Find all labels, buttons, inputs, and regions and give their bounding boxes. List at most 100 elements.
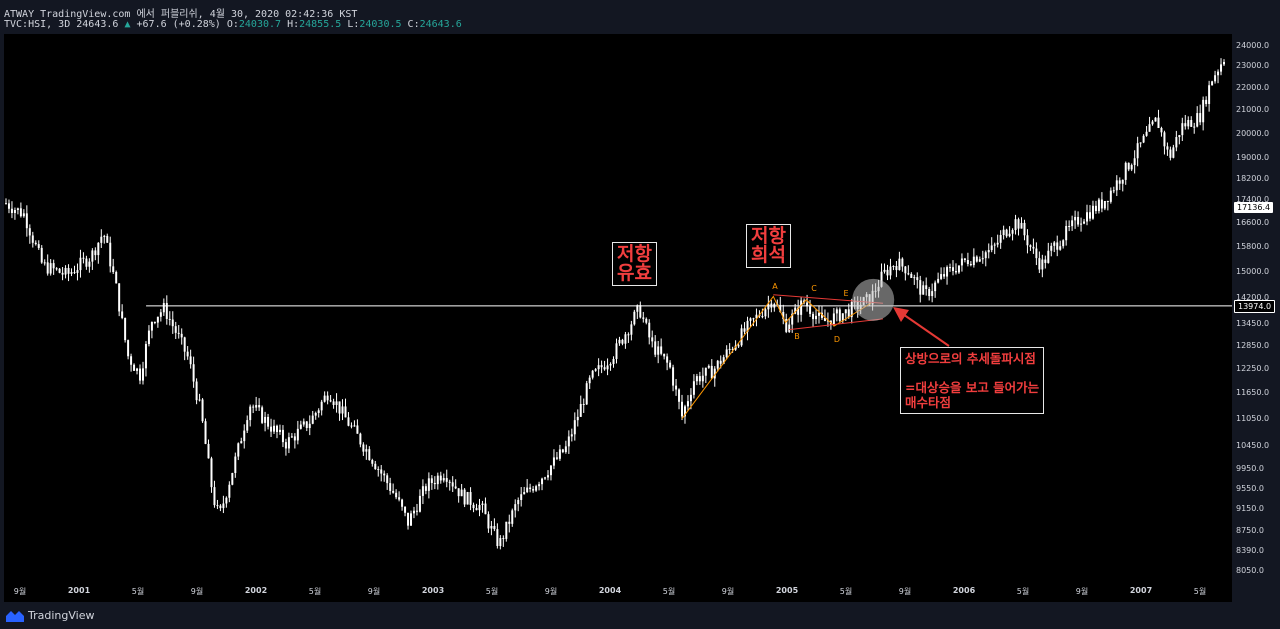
candle-body <box>22 213 25 217</box>
time-tick-label: 5월 <box>308 587 322 596</box>
candle-body <box>675 385 678 390</box>
candle-body <box>204 421 207 444</box>
candle-body <box>19 208 22 217</box>
candle-body <box>952 267 955 271</box>
candle-body <box>606 365 609 370</box>
candle-body <box>963 258 966 261</box>
annotation-line: 저항 <box>751 225 786 247</box>
candle-body <box>314 412 317 416</box>
candle-body <box>949 267 952 269</box>
candle-body <box>37 244 40 248</box>
candle-body <box>1220 64 1223 72</box>
candle-body <box>794 307 797 314</box>
candle-body <box>806 302 809 307</box>
candle-body <box>234 456 237 474</box>
candle-body <box>478 504 481 511</box>
candle-body <box>332 401 335 406</box>
annotation-resistance-valid[interactable]: 저항 유효 <box>612 242 657 286</box>
price-tick-label: 21000.0 <box>1236 105 1270 115</box>
candle-body <box>886 269 889 276</box>
annotation-breakout-note[interactable]: 상방으로의 추세돌파시점 =대상승을 보고 들어가는 매수타점 <box>900 347 1045 414</box>
candle-body <box>1130 165 1133 170</box>
candle-body <box>642 317 645 319</box>
candle-body <box>1193 126 1196 128</box>
price-tick-label: 18200.0 <box>1236 173 1270 183</box>
candle-body <box>16 208 19 211</box>
candle-body <box>761 316 764 318</box>
open-label: O: <box>226 19 239 30</box>
annotation-resistance-weakened[interactable]: 저항 희석 <box>746 224 791 268</box>
candle-body <box>555 457 558 459</box>
candle-body <box>904 266 907 274</box>
candle-body <box>576 416 579 421</box>
candle-body <box>701 375 704 382</box>
tradingview-logo[interactable]: TradingView <box>6 609 94 622</box>
candle-body <box>207 443 210 459</box>
candle-body <box>785 318 788 332</box>
candle-body <box>341 406 344 414</box>
price-tick-label: 12250.0 <box>1236 364 1270 374</box>
candle-body <box>743 328 746 332</box>
candle-body <box>1196 113 1199 127</box>
candle-body <box>508 521 511 524</box>
candle-body <box>1041 259 1044 270</box>
candle-body <box>320 401 323 411</box>
candle-body <box>192 364 195 382</box>
candle-body <box>115 271 118 284</box>
candle-body <box>710 365 713 379</box>
candle-body <box>1080 223 1083 225</box>
candle-body <box>1056 242 1059 250</box>
price-tick-label: 8390.0 <box>1236 546 1264 556</box>
candle-body <box>439 475 442 481</box>
chart-plot-area[interactable]: 저항 유효 저항 희석 상방으로의 추세돌파시점 =대상승을 보고 들어가는 매… <box>4 34 1232 580</box>
price-tick-label: 10450.0 <box>1236 440 1270 450</box>
candle-body <box>937 278 940 283</box>
candle-body <box>1005 229 1008 237</box>
price-axis[interactable]: 17136.4 13974.0 24000.0 23000.0 22000.0 210… <box>1232 34 1276 580</box>
candle-body <box>88 261 91 267</box>
time-tick-label: 9월 <box>1075 587 1089 596</box>
candle-body <box>213 487 216 506</box>
candle-body <box>28 228 31 236</box>
candle-body <box>552 457 555 466</box>
candle-body <box>910 273 913 278</box>
candle-body <box>1094 205 1097 212</box>
time-axis[interactable]: 9월 2001 5월 9월 2002 5월 9월 2003 5월 9월 2004 5월 9월 2005 5월… <box>4 580 1232 602</box>
candle-body <box>523 492 526 495</box>
candle-body <box>529 487 532 490</box>
candle-body <box>526 487 529 493</box>
candle-body <box>1065 225 1068 241</box>
candle-body <box>52 263 55 269</box>
candle-body <box>466 492 469 505</box>
candle-body <box>782 311 785 319</box>
candle-body <box>683 406 686 417</box>
candle-body <box>165 303 168 319</box>
candle-body <box>457 488 460 497</box>
candle-body <box>603 367 606 370</box>
candle-body <box>404 506 407 513</box>
price-chart[interactable] <box>4 34 1232 580</box>
candle-body <box>293 436 296 441</box>
candle-body <box>368 449 371 461</box>
candle-body <box>660 346 663 354</box>
candle-body <box>55 268 58 270</box>
candle-body <box>779 304 782 312</box>
time-tick-label: 9월 <box>367 587 381 596</box>
candle-body <box>639 305 642 318</box>
candle-body <box>118 283 121 312</box>
candle-body <box>82 257 85 259</box>
high-label: H: <box>287 19 300 30</box>
candle-body <box>672 367 675 386</box>
candle-body <box>990 245 993 251</box>
candle-body <box>1127 162 1130 170</box>
symbol-info: TVC:HSI, 3D 24643.6 ▲ +67.6 (+0.28%) O:2… <box>4 19 462 30</box>
candle-body <box>1029 245 1032 247</box>
candle-body <box>755 314 758 319</box>
candle-body <box>972 256 975 266</box>
price-tick-label: 9950.0 <box>1236 464 1264 474</box>
candle-body <box>421 486 424 496</box>
candle-body <box>612 358 615 365</box>
price-tick-label: 9550.0 <box>1236 483 1264 493</box>
candle-body <box>931 291 934 297</box>
candle-body <box>284 442 287 449</box>
